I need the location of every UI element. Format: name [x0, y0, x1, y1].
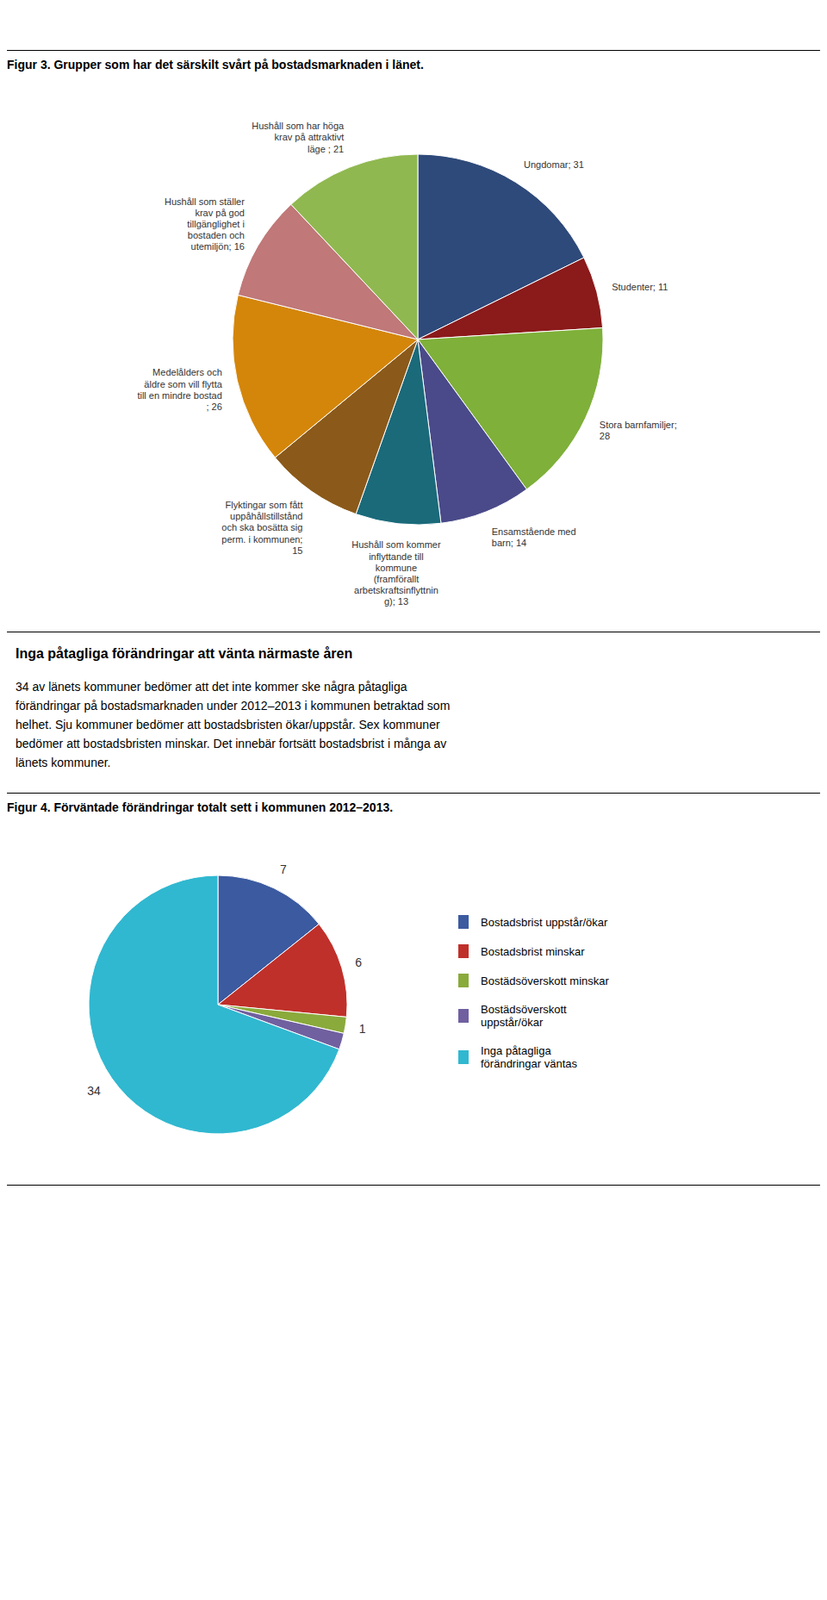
svg-text:Hushåll som ställerkrav på god: Hushåll som ställerkrav på godtillgängli…: [164, 196, 245, 253]
html-text:länets kommuner.: länets kommuner.: [15, 755, 111, 770]
html-text:förändringar på bostadsmarknad: förändringar på bostadsmarknaden under 2…: [15, 698, 450, 713]
svg-text:Hushåll som har högakrav på at: Hushåll som har högakrav på attraktivtlä…: [251, 120, 345, 154]
html-text:Bostadsbrist uppstår/ökar: Bostadsbrist uppstår/ökar: [480, 915, 608, 929]
svg-text:Ensamstående medbarn; 14: Ensamstående medbarn; 14: [491, 526, 577, 548]
html-text:helhet. Sju kommuner bedömer a: helhet. Sju kommuner bedömer att bostads…: [15, 717, 440, 732]
html-text:Bostädsöverskott minskar: Bostädsöverskott minskar: [480, 973, 609, 987]
svg-text:Stora barnfamiljer;28: Stora barnfamiljer;28: [599, 419, 678, 442]
html-text:34 av länets kommuner bedömer: 34 av länets kommuner bedömer att det in…: [15, 679, 408, 694]
svg-text:Studenter; 11: Studenter; 11: [611, 281, 668, 293]
svg-text:Flyktingar som fåttuppåhållsti: Flyktingar som fåttuppåhållstillståndoch…: [221, 499, 303, 556]
html-text:förändringar väntas: förändringar väntas: [480, 1057, 578, 1070]
html-text:Inga påtagliga förändringar at: Inga påtagliga förändringar att vänta nä…: [15, 646, 353, 661]
svg-text:34: 34: [87, 1083, 101, 1098]
svg-text:7: 7: [279, 862, 287, 877]
html-text:uppstår/ökar: uppstår/ökar: [480, 1015, 543, 1029]
svg-text:Ungdomar; 31: Ungdomar; 31: [523, 159, 585, 170]
html-text:Bostadsbrist minskar: Bostadsbrist minskar: [480, 944, 585, 958]
html-text:bedömer att bostadsbristen min: bedömer att bostadsbristen minskar. Det …: [15, 736, 447, 751]
html-text:Figur 3. Grupper som har det s: Figur 3. Grupper som har det särskilt sv…: [6, 57, 424, 72]
svg-text:Medelålders ochäldre som vill: Medelålders ochäldre som vill flyttatill…: [136, 366, 223, 412]
html-text:Figur 4. Förväntade förändring: Figur 4. Förväntade förändringar totalt …: [6, 800, 393, 815]
html-text:Inga påtagliga: Inga påtagliga: [480, 1044, 552, 1058]
svg-text:1: 1: [359, 1021, 367, 1036]
html-text:Bostädsöverskott: Bostädsöverskott: [480, 1002, 567, 1016]
svg-text:6: 6: [354, 955, 362, 970]
svg-text:Hushåll som kommerinflyttande: Hushåll som kommerinflyttande tillkommun…: [351, 539, 442, 607]
